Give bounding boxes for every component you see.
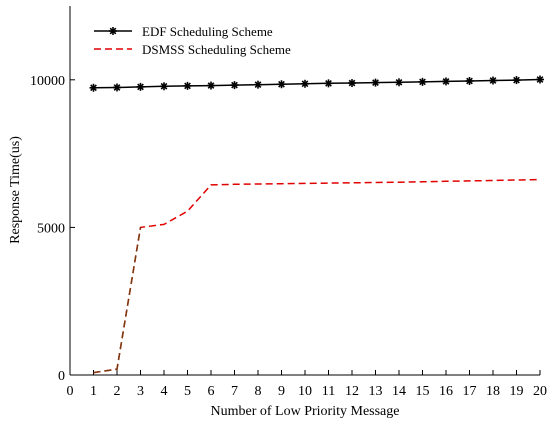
data-point-edf-scheduling-scheme [113, 83, 121, 92]
marker-stroke [231, 81, 238, 89]
data-point-edf-scheduling-scheme [89, 83, 98, 92]
marker-stroke [372, 79, 379, 86]
data-point-edf-scheduling-scheme [418, 77, 427, 86]
data-point-edf-scheduling-scheme [536, 75, 544, 84]
x-tick-label: 0 [67, 384, 74, 399]
x-tick-label: 1 [90, 384, 97, 399]
marker-stroke [466, 77, 473, 85]
data-point-edf-scheduling-scheme [512, 76, 521, 85]
data-point-edf-scheduling-scheme [230, 81, 239, 90]
marker-stroke [419, 78, 426, 86]
y-tick-label: 10000 [30, 74, 65, 89]
x-tick-label: 12 [345, 384, 359, 399]
marker-stroke [184, 82, 191, 90]
data-point-edf-scheduling-scheme [301, 79, 309, 88]
x-tick-label: 3 [137, 384, 144, 399]
x-tick-label: 10 [298, 384, 312, 399]
x-tick-label: 11 [322, 384, 335, 399]
x-axis-label: Number of Low Priority Message [211, 404, 400, 419]
plot-area [69, 6, 540, 376]
marker-stroke [395, 78, 403, 86]
y-axis-label: Response Time(us) [8, 136, 23, 244]
series-line-rise-segment [93, 227, 142, 374]
y-tick-label: 5000 [37, 221, 65, 236]
series-layer [89, 75, 544, 374]
marker-stroke [301, 80, 309, 88]
marker-stroke [109, 27, 117, 35]
legend: EDF Scheduling Scheme DSMSS Scheduling Sc… [94, 24, 291, 57]
data-point-edf-scheduling-scheme [489, 76, 497, 85]
x-tick-label: 16 [439, 384, 453, 399]
marker-stroke [325, 79, 332, 87]
y-tick-label: 0 [58, 369, 65, 384]
x-tick-label: 8 [255, 384, 262, 399]
x-tick-label: 13 [369, 384, 383, 399]
marker-stroke [348, 79, 356, 87]
x-tick-label: 6 [208, 384, 215, 399]
y-ticks: 0 5000 10000 [30, 74, 75, 384]
x-tick-label: 19 [510, 384, 524, 399]
x-tick-label: 5 [184, 384, 191, 399]
series-line-dsmss-scheduling-scheme [93, 178, 541, 374]
data-point-edf-scheduling-scheme [395, 78, 403, 87]
x-tick-label: 4 [161, 384, 168, 399]
x-tick-label: 2 [114, 384, 121, 399]
data-point-edf-scheduling-scheme [254, 80, 262, 89]
marker-stroke [513, 76, 520, 84]
x-tick-label: 7 [231, 384, 238, 399]
data-point-edf-scheduling-scheme [183, 81, 192, 90]
x-tick-label: 20 [533, 384, 547, 399]
legend-label: DSMSS Scheduling Scheme [142, 42, 291, 57]
legend-marker [109, 27, 117, 35]
data-point-edf-scheduling-scheme [465, 76, 474, 85]
marker-stroke [137, 83, 144, 91]
marker-stroke [278, 80, 285, 88]
data-point-edf-scheduling-scheme [160, 82, 168, 91]
data-point-edf-scheduling-scheme [207, 81, 215, 90]
x-tick-label: 15 [416, 384, 430, 399]
marker-stroke [113, 84, 121, 91]
marker-stroke [536, 76, 544, 83]
x-tick-label: 9 [278, 384, 285, 399]
data-point-edf-scheduling-scheme [348, 79, 356, 88]
data-point-edf-scheduling-scheme [324, 79, 333, 88]
x-tick-label: 14 [392, 384, 406, 399]
marker-stroke [90, 84, 97, 92]
marker-stroke [442, 78, 450, 85]
data-point-edf-scheduling-scheme [371, 78, 380, 87]
data-point-edf-scheduling-scheme [136, 82, 145, 91]
legend-label: EDF Scheduling Scheme [142, 24, 273, 39]
data-point-edf-scheduling-scheme [442, 77, 450, 86]
marker-stroke [489, 77, 497, 84]
marker-stroke [254, 81, 262, 89]
marker-stroke [160, 82, 168, 90]
x-tick-label: 17 [463, 384, 477, 399]
data-point-edf-scheduling-scheme [277, 80, 286, 89]
x-ticks: 0 1 2 3 4 5 6 7 8 9 10 11 12 13 14 15 16 17 18 19 20 [67, 370, 547, 399]
marker-stroke [207, 82, 215, 89]
x-tick-label: 18 [486, 384, 500, 399]
